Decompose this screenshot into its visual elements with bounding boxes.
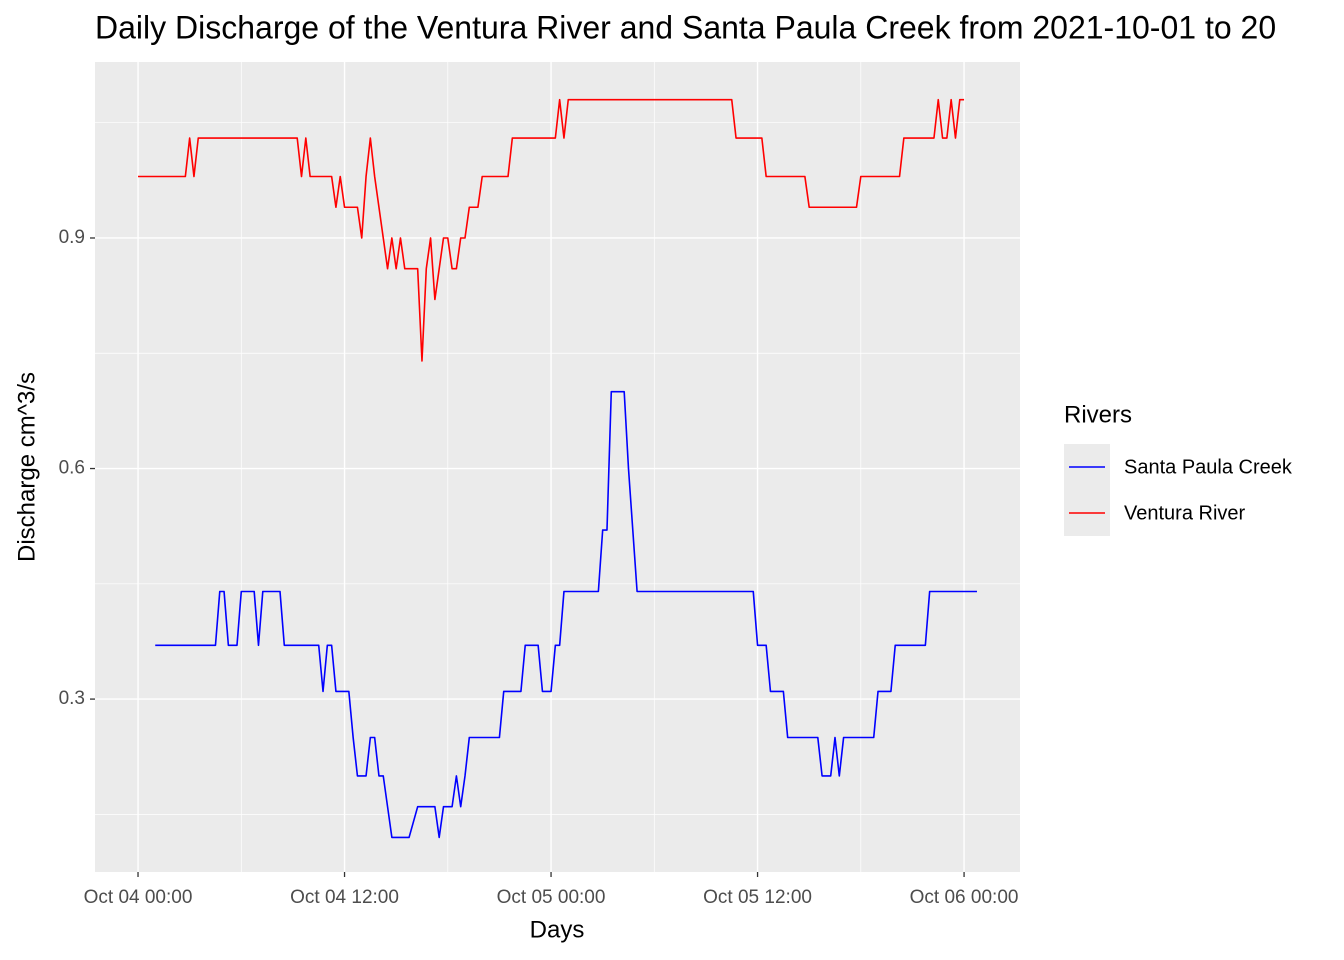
series-line	[155, 390, 977, 839]
y-tick-label: 0.9	[59, 227, 85, 248]
legend-title: Rivers	[1064, 401, 1132, 428]
chart-title: Daily Discharge of the Ventura River and…	[95, 9, 1276, 45]
x-tick-label: Oct 04 00:00	[84, 887, 193, 908]
legend: Rivers Santa Paula Creek Ventura River	[1064, 401, 1293, 536]
axes: 0.3 0.6 0.9 Oct 04 00:00 Oct 04 12:00 Oct 05 …	[59, 227, 1019, 908]
x-axis-title: Days	[530, 916, 585, 943]
x-tick-label: Oct 04 12:00	[290, 887, 399, 908]
x-tick-label: Oct 05 00:00	[497, 887, 606, 908]
x-tick-label: Oct 05 12:00	[703, 887, 812, 908]
y-tick-label: 0.3	[59, 688, 85, 709]
series-line	[138, 98, 965, 362]
y-tick-label: 0.6	[59, 458, 85, 479]
y-axis-title: Discharge cm^3/s	[13, 372, 40, 562]
x-tick-label: Oct 06 00:00	[910, 887, 1019, 908]
grid	[95, 62, 1020, 872]
legend-label: Ventura River	[1124, 502, 1246, 524]
legend-label: Santa Paula Creek	[1124, 456, 1293, 478]
plot-panel	[95, 62, 1020, 872]
lines	[138, 98, 977, 839]
